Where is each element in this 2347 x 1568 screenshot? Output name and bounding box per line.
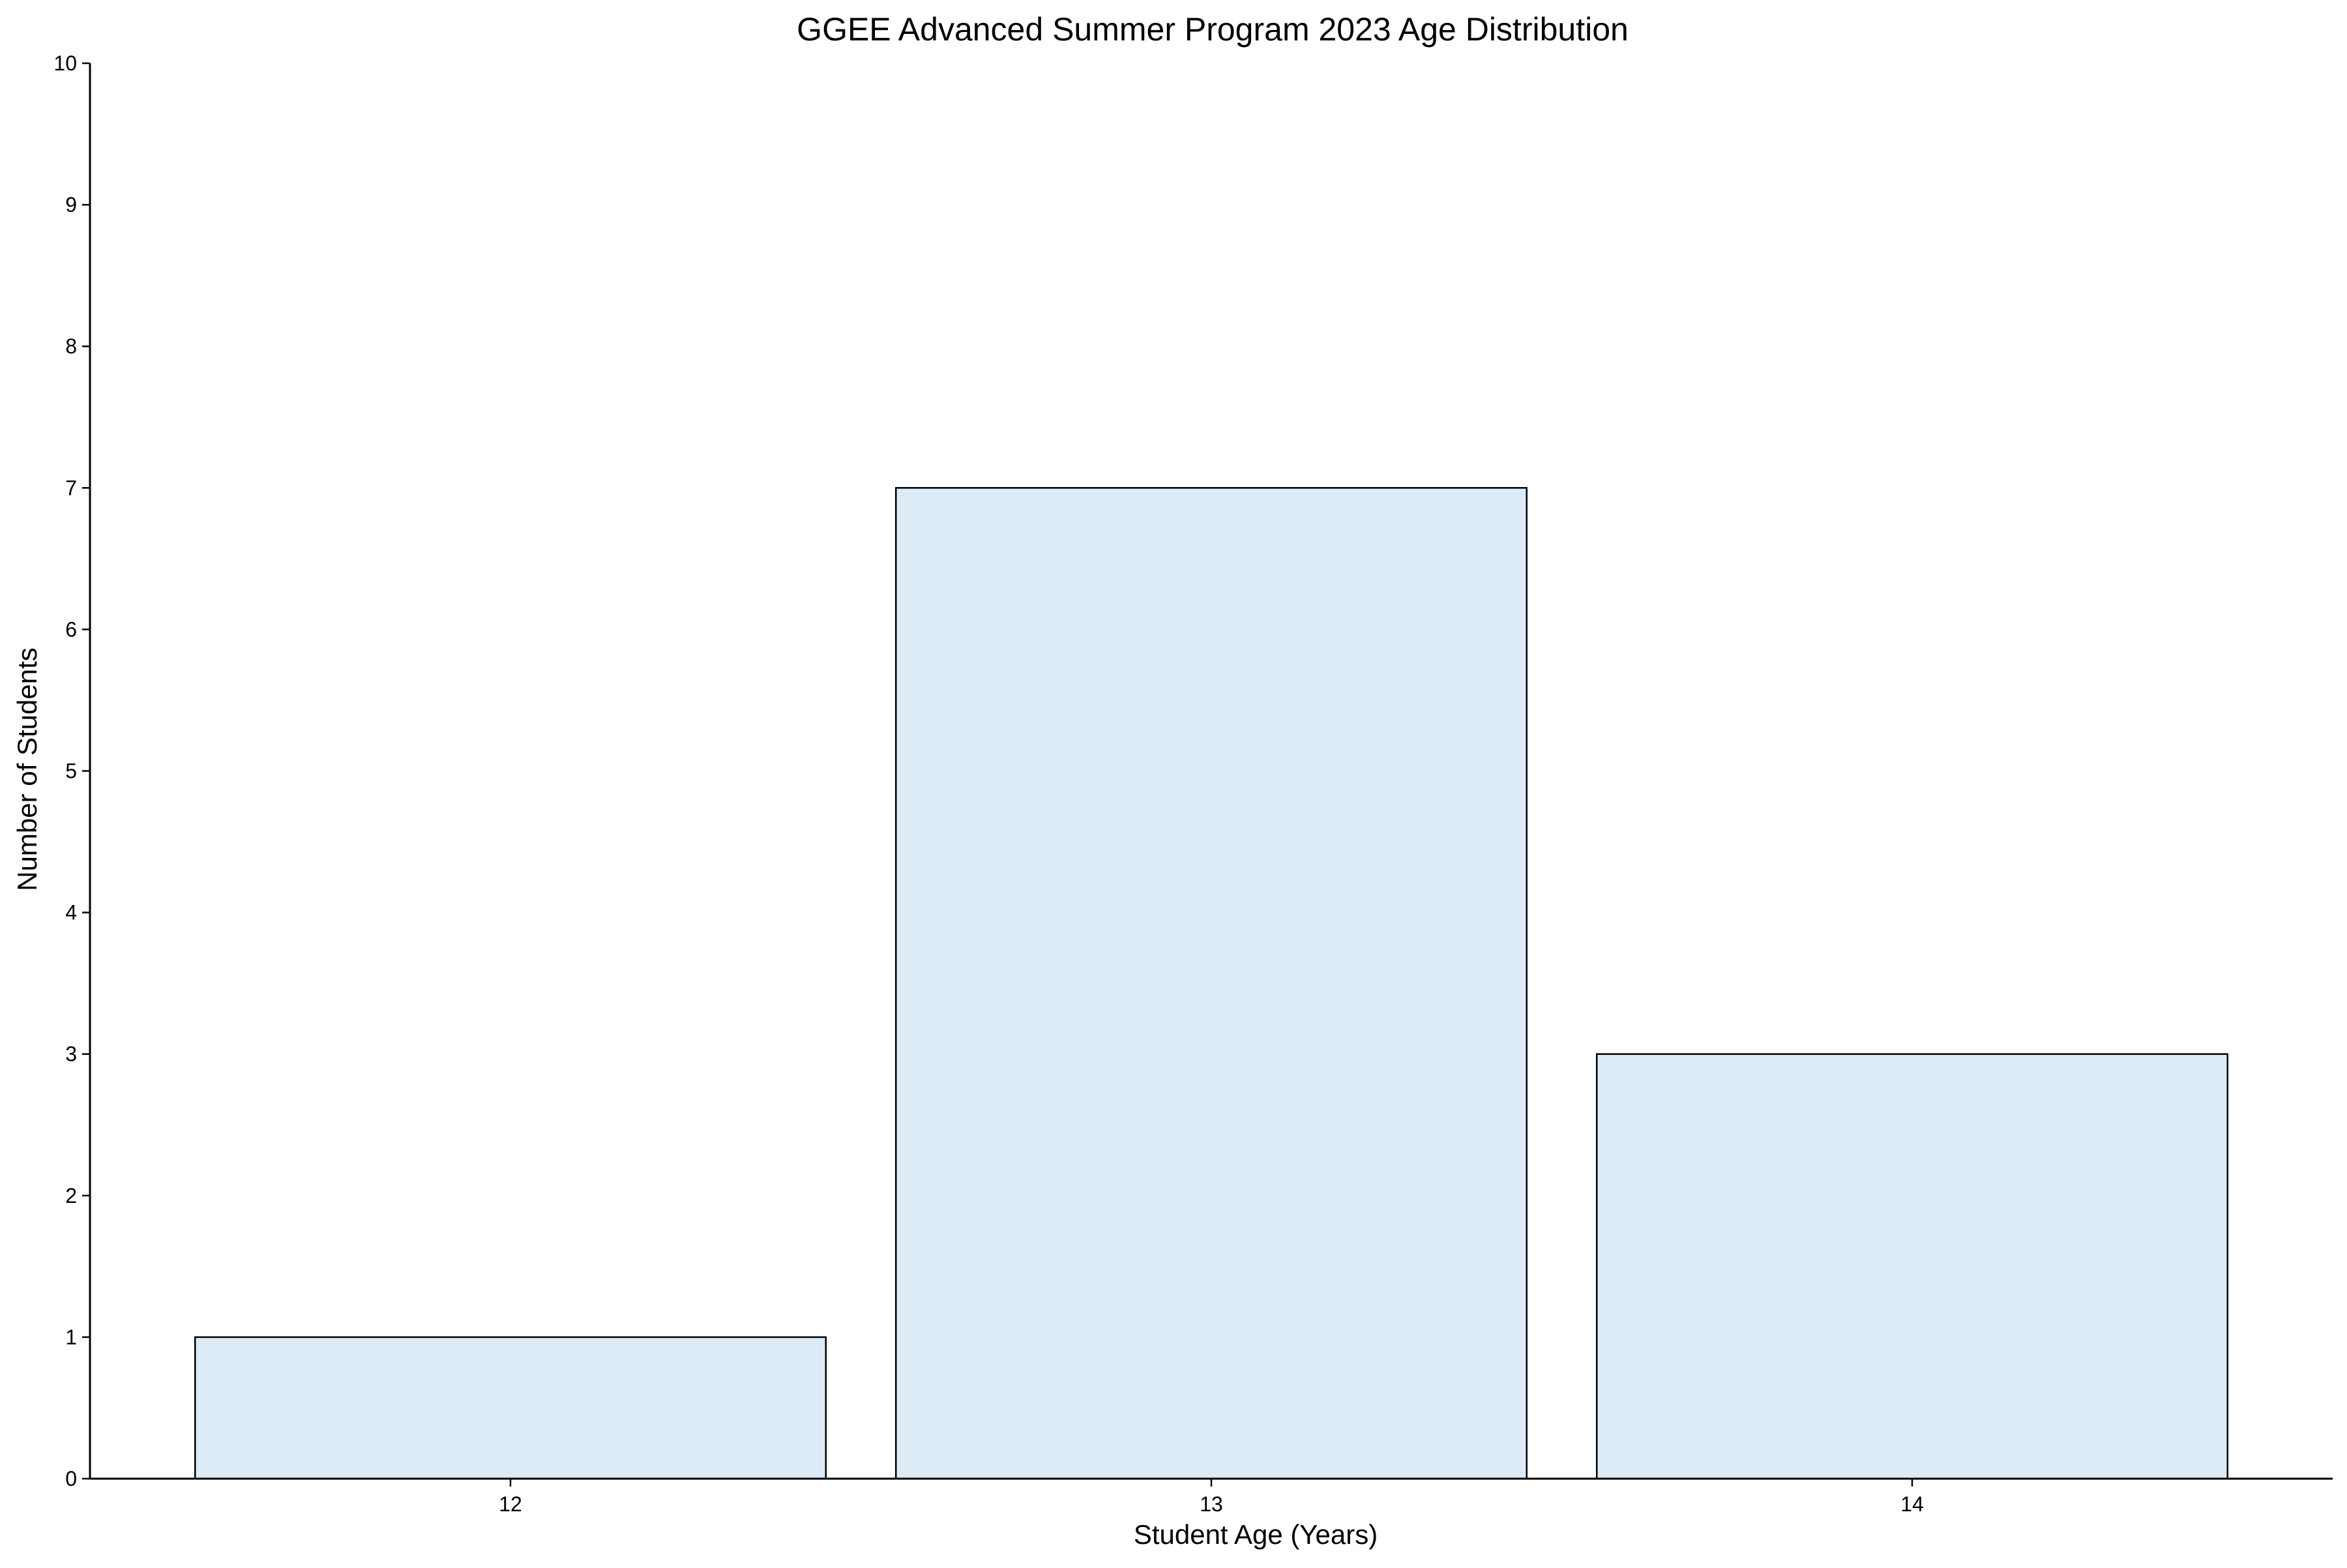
y-tick-label-6: 6 [65, 617, 77, 641]
y-tick-label-3: 3 [65, 1043, 77, 1066]
y-tick-label-2: 2 [65, 1184, 77, 1207]
y-tick-label-9: 9 [65, 193, 77, 216]
bar-12 [194, 1336, 827, 1480]
x-tick-label-13: 13 [1200, 1492, 1223, 1516]
y-tick-label-10: 10 [53, 52, 77, 75]
y-axis-label: Number of Students [12, 647, 42, 891]
bar-13 [895, 487, 1528, 1480]
chart-title: GGEE Advanced Summer Program 2023 Age Di… [797, 11, 1629, 48]
bars-layer [194, 487, 2228, 1480]
y-tick-label-1: 1 [65, 1325, 77, 1349]
x-axis-label: Student Age (Years) [1134, 1519, 1378, 1550]
x-tick-label-12: 12 [499, 1492, 522, 1516]
x-tick-label-14: 14 [1900, 1492, 1924, 1516]
y-tick-label-5: 5 [65, 760, 77, 783]
bar-14 [1596, 1053, 2228, 1480]
y-tick-label-4: 4 [65, 901, 77, 925]
y-tick-label-0: 0 [65, 1467, 77, 1490]
y-tick-label-8: 8 [65, 334, 77, 358]
y-tick-label-7: 7 [65, 476, 77, 499]
